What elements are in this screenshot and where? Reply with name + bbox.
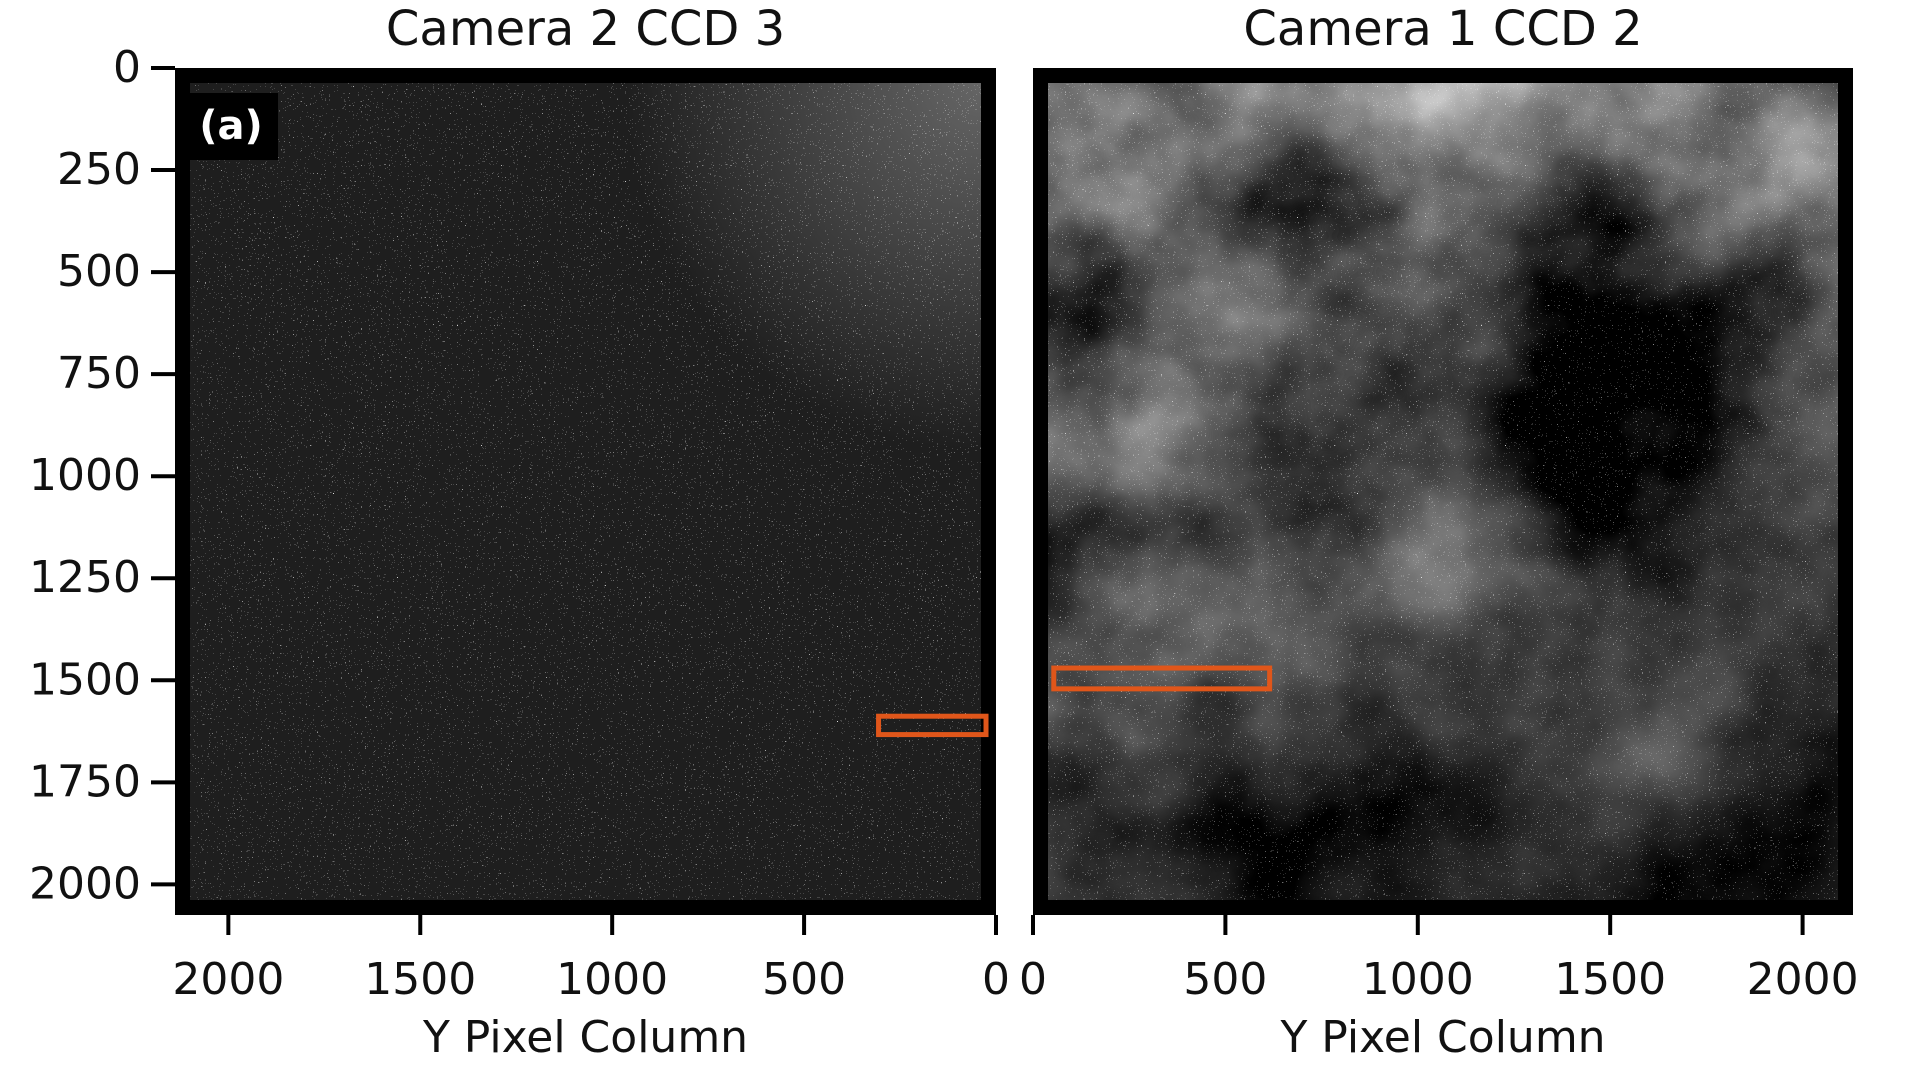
x-axis-label: Y Pixel Column [422,1012,748,1063]
x-tick-label: 1500 [1554,954,1666,1005]
x-tick-label: 2000 [172,954,284,1005]
panel-title: Camera 1 CCD 2 [1243,1,1642,57]
highlight-region [1051,665,1273,692]
x-tick-label: 1000 [1362,954,1474,1005]
x-tick-label: 0 [1019,954,1047,1005]
x-tick-label: 1500 [364,954,476,1005]
y-tick-label: 750 [57,348,141,399]
x-axis-label: Y Pixel Column [1279,1012,1605,1063]
y-tick-label: 2000 [29,858,141,909]
y-tick-label: 1000 [29,450,141,501]
x-tick-label: 500 [1183,954,1267,1005]
y-tick-label: 1250 [29,552,141,603]
y-tick-label: 1500 [29,654,141,705]
x-tick-label: 0 [982,954,1010,1005]
x-tick-label: 2000 [1747,954,1859,1005]
y-tick-label: 250 [57,144,141,195]
star-field [1048,83,1838,900]
highlight-region [876,713,989,738]
panel-title: Camera 2 CCD 3 [386,1,785,57]
y-tick-label: 0 [113,42,141,93]
x-tick-label: 1000 [556,954,668,1005]
panel-annotation: (a) [199,103,263,149]
star-field [190,83,981,900]
annotation-box [184,93,278,160]
y-tick-label: 1750 [29,756,141,807]
y-tick-label: 500 [57,246,141,297]
x-tick-label: 500 [762,954,846,1005]
